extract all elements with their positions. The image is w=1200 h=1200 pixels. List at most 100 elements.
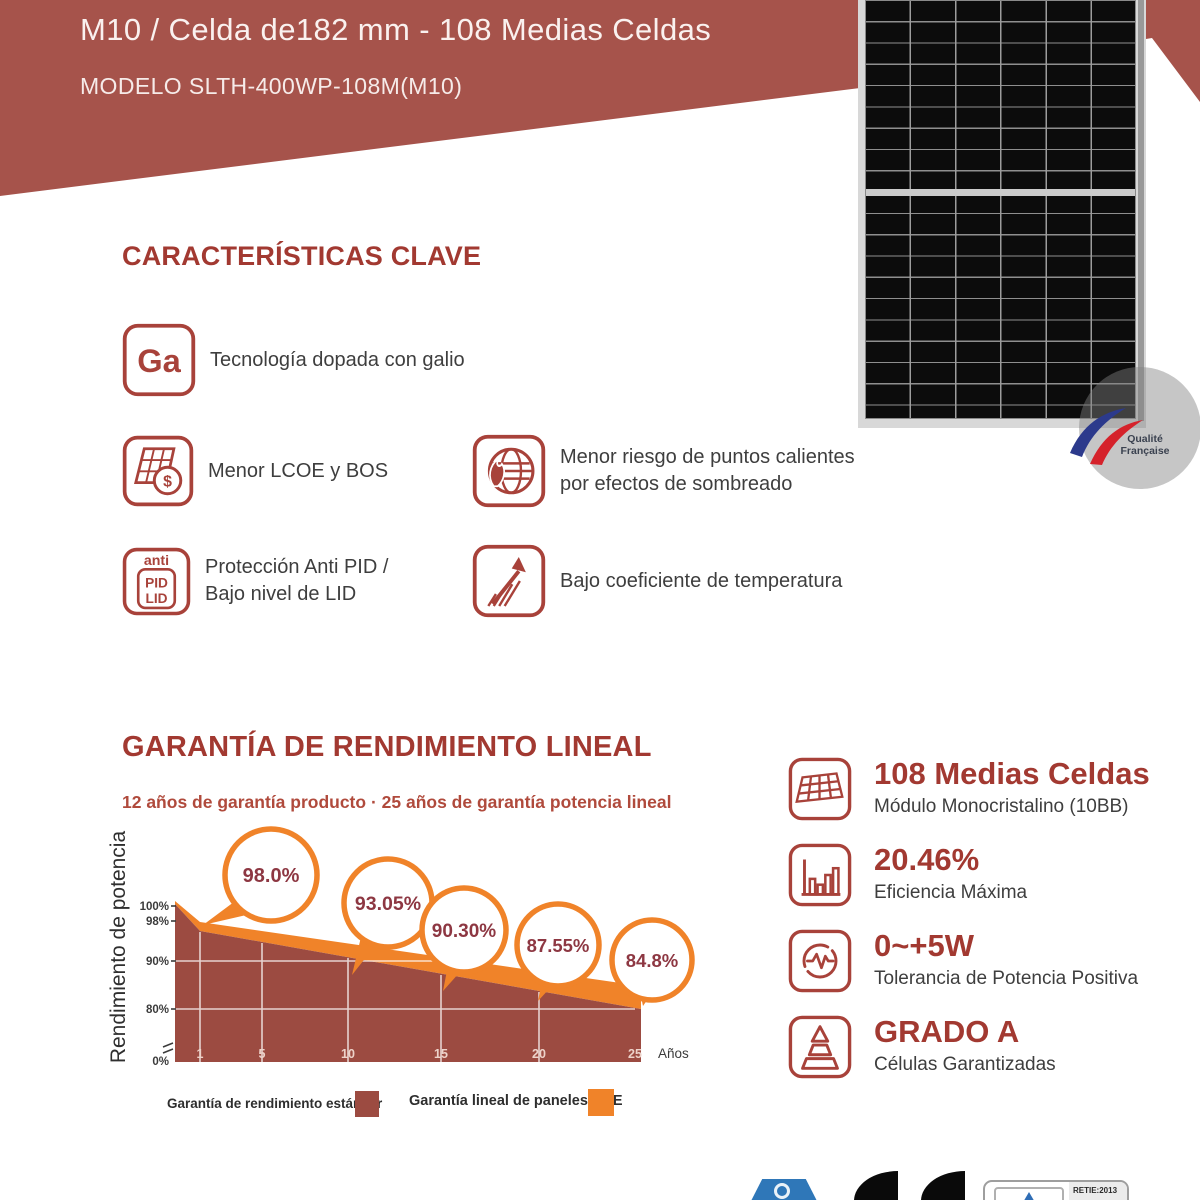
- feature-label: Menor riesgo de puntos calientes por efe…: [560, 444, 855, 498]
- globe-flame-icon: [472, 434, 546, 508]
- hexagon-glyph: [774, 1183, 790, 1199]
- x-tick-label: 1: [197, 1047, 204, 1061]
- warranty-chart: 100% 98% 90% 80% 0% 1 5 10 15 20 25 Años: [140, 826, 695, 1068]
- stat-half-cells: 108 Medias Celdas Módulo Monocristalino …: [788, 757, 1150, 821]
- panel-center-busbar: [866, 189, 1135, 196]
- stat-label: Células Garantizadas: [874, 1054, 1056, 1075]
- gallium-symbol: Ga: [137, 342, 181, 379]
- x-axis-label: Años: [658, 1046, 689, 1061]
- feature-temp-coefficient: Bajo coeficiente de temperatura: [472, 542, 842, 620]
- y-tick-label: 98%: [146, 916, 169, 928]
- qualite-francaise-icon: [1070, 408, 1143, 465]
- bubble-circle: [419, 885, 509, 975]
- stat-value: 108 Medias Celdas: [874, 756, 1150, 791]
- stat-power-tolerance: 0~+5W Tolerancia de Potencia Positiva: [788, 929, 1138, 993]
- bubble-circle: [609, 917, 695, 1003]
- stat-text: 108 Medias Celdas Módulo Monocristalino …: [874, 757, 1150, 818]
- bubble-circle: [222, 826, 320, 924]
- feature-line1: Protección Anti PID /: [205, 556, 389, 578]
- legend-ege-swatch: [588, 1089, 614, 1116]
- chart-gridlines: [175, 932, 635, 1062]
- anti-pid-lid-icon: anti PID LID: [122, 547, 191, 615]
- solar-panel-image: [858, 0, 1146, 428]
- x-tick-label: 15: [434, 1047, 448, 1061]
- warranty-heading: GARANTÍA DE RENDIMIENTO LINEAL: [122, 731, 652, 763]
- feature-gallium: Ga Tecnología dopada con galio: [122, 321, 465, 399]
- certification-logo-mark-icon: [921, 1171, 965, 1200]
- retie-inner-box: [994, 1187, 1064, 1200]
- bubble-circle: [514, 901, 602, 989]
- stat-label: Tolerancia de Potencia Positiva: [874, 968, 1139, 989]
- dollar-symbol: $: [163, 473, 172, 490]
- legend-standard-label: Garantía de rendimiento estándar: [167, 1096, 383, 1111]
- feature-line2: Bajo nivel de LID: [205, 583, 357, 605]
- warranty-subheading: 12 años de garantía producto · 25 años d…: [122, 792, 672, 812]
- feature-anti-pid: anti PID LID Protección Anti PID / Bajo …: [122, 542, 388, 620]
- quality-line2: Française: [1120, 444, 1170, 457]
- stat-text: 20.46% Eficiencia Máxima: [874, 843, 1027, 904]
- stat-value: 0~+5W: [874, 928, 974, 963]
- stat-text: GRADO A Células Garantizadas: [874, 1015, 1056, 1076]
- y-tick-marks: [171, 905, 176, 1010]
- certification-hexagon-icon: [751, 1179, 817, 1200]
- stat-label: Eficiencia Máxima: [874, 882, 1028, 903]
- y-tick-label: 0%: [152, 1056, 169, 1068]
- qualite-francaise-label: Qualité Française: [1116, 433, 1174, 457]
- efficiency-bars-icon: [788, 843, 852, 907]
- stat-text: 0~+5W Tolerancia de Potencia Positiva: [874, 929, 1138, 990]
- anti-label: anti: [144, 552, 169, 568]
- area-ege-linear: [175, 901, 641, 1009]
- stat-value: GRADO A: [874, 1014, 1020, 1049]
- bubble-labels: 98.0% 93.05% 90.30% 87.55% 84.8%: [243, 865, 679, 971]
- feature-label: Bajo coeficiente de temperatura: [560, 569, 843, 592]
- y-tick-labels: 100% 98% 90% 80% 0%: [140, 901, 169, 1068]
- grade-pyramid-icon: [788, 1015, 852, 1079]
- stat-value: 20.46%: [874, 842, 980, 877]
- chart-y-axis-label: Rendimiento de potencia: [107, 830, 130, 1064]
- panel-cell-grid: [865, 0, 1136, 419]
- panel-frame-edge: [1138, 0, 1144, 421]
- y-tick-label: 80%: [146, 1004, 169, 1016]
- temperature-coefficient-icon: [472, 544, 546, 618]
- bubble-label: 98.0%: [243, 865, 300, 887]
- bubble-label: 87.55%: [527, 935, 590, 956]
- x-tick-labels: 1 5 10 15 20 25: [197, 1047, 642, 1061]
- area-standard: [175, 904, 641, 1062]
- certification-logo-mark-icon: [854, 1171, 898, 1200]
- feature-line2: por efectos de sombreado: [560, 473, 793, 495]
- bubble-label: 90.30%: [432, 921, 497, 942]
- stat-efficiency: 20.46% Eficiencia Máxima: [788, 843, 1027, 907]
- feature-label: Tecnología dopada con galio: [210, 348, 465, 371]
- legend-ege-label: Garantía lineal de paneles EGE: [409, 1093, 623, 1109]
- retie-label: RETIE:2013: [1069, 1182, 1127, 1200]
- bubble-label: 84.8%: [626, 950, 678, 971]
- quality-line1: Qualité: [1127, 433, 1163, 445]
- annotation-bubbles: [222, 826, 695, 1003]
- model-number: MODELO SLTH-400WP-108M(M10): [80, 73, 463, 99]
- lid-label: LID: [145, 590, 167, 605]
- legend-standard-swatch: [355, 1091, 379, 1117]
- x-tick-label: 25: [628, 1047, 642, 1061]
- stat-label: Módulo Monocristalino (10BB): [874, 796, 1129, 817]
- lcoe-panel-dollar-icon: $: [122, 435, 194, 507]
- x-tick-label: 5: [259, 1047, 266, 1061]
- feature-hotspot: Menor riesgo de puntos calientes por efe…: [472, 432, 855, 510]
- retie-certification-badge: RETIE:2013: [983, 1180, 1129, 1200]
- y-tick-label: 90%: [146, 956, 169, 968]
- bubble-label: 93.05%: [355, 893, 421, 915]
- feature-label: Menor LCOE y BOS: [208, 459, 389, 482]
- axis-break-mark: [162, 1042, 174, 1054]
- half-cells-grid-icon: [788, 757, 852, 821]
- feature-lcoe: $ Menor LCOE y BOS: [122, 432, 388, 510]
- features-heading: CARACTERÍSTICAS CLAVE: [122, 241, 482, 271]
- power-tolerance-pulse-icon: [788, 929, 852, 993]
- pid-label: PID: [145, 575, 168, 590]
- y-tick-label: 100%: [140, 901, 169, 913]
- page-title: M10 / Celda de182 mm - 108 Medias Celdas: [80, 12, 712, 47]
- feature-label: Protección Anti PID / Bajo nivel de LID: [205, 554, 388, 608]
- stat-grade: GRADO A Células Garantizadas: [788, 1015, 1056, 1079]
- x-tick-label: 10: [341, 1047, 355, 1061]
- gallium-icon: Ga: [122, 323, 196, 397]
- feature-line1: Menor riesgo de puntos calientes: [560, 446, 855, 468]
